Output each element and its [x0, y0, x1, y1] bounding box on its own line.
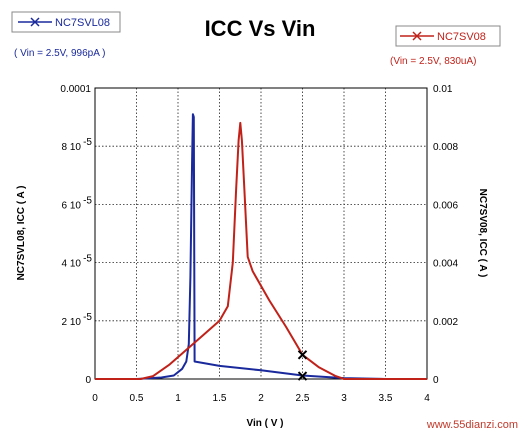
y-left-tick-exponent: -5: [83, 312, 92, 323]
y-left-tick-exponent: -5: [83, 254, 92, 265]
chart-title: ICC Vs Vin: [205, 16, 316, 41]
plot-frame: [94, 87, 428, 380]
x-tick-label: 3.5: [379, 393, 393, 404]
legend-left: NC7SVL08: [11, 11, 121, 33]
x-tick-label: 0: [92, 393, 98, 404]
y-left-tick-label: 0: [85, 375, 91, 386]
plot-area: [95, 88, 427, 379]
y-left-tick-exponent: -5: [83, 137, 92, 148]
y-right-tick-label: 0: [433, 375, 439, 386]
legend-left-label: NC7SVL08: [55, 17, 110, 29]
x-tick-label: 4: [424, 393, 430, 404]
legend-right: NC7SV08: [395, 25, 501, 47]
y-left-tick-label: 0.0001: [60, 84, 91, 95]
y-left-tick-label: 8 10: [62, 142, 82, 153]
legend-right-label: NC7SV08: [437, 31, 486, 43]
y-left-tick-exponent: -5: [83, 195, 92, 206]
x-tick-label: 3: [341, 393, 347, 404]
x-tick-label: 1: [175, 393, 181, 404]
x-axis-label: Vin ( V ): [246, 418, 283, 429]
x-tick-label: 0.5: [130, 393, 144, 404]
y-right-tick-label: 0.004: [433, 259, 458, 270]
series-line-nc7sv08: [95, 121, 427, 380]
watermark: www.55dianzi.com: [426, 419, 518, 431]
marker-nc7sv08: [297, 350, 308, 360]
marker-nc7svl08: [297, 371, 308, 381]
y-left-tick-label: 6 10: [62, 200, 82, 211]
annotation-left: ( Vin = 2.5V, 996pA ): [14, 48, 105, 59]
y-axis-left-label: NC7SVL08, ICC ( A ): [16, 186, 27, 281]
annotation-right: (Vin = 2.5V, 830uA): [390, 56, 476, 67]
y-right-tick-label: 0.006: [433, 200, 458, 211]
series-line-nc7svl08: [95, 113, 427, 380]
y-left-tick-label: 2 10: [62, 317, 82, 328]
y-axis-right-label: NC7SV08, ICC ( A ): [477, 189, 488, 278]
y-right-tick-label: 0.002: [433, 317, 458, 328]
x-tick-label: 2.5: [296, 393, 310, 404]
y-right-tick-label: 0.01: [433, 84, 453, 95]
x-tick-label: 2: [258, 393, 264, 404]
y-left-tick-label: 4 10: [62, 259, 82, 270]
y-right-tick-label: 0.008: [433, 142, 458, 153]
x-tick-label: 1.5: [213, 393, 227, 404]
